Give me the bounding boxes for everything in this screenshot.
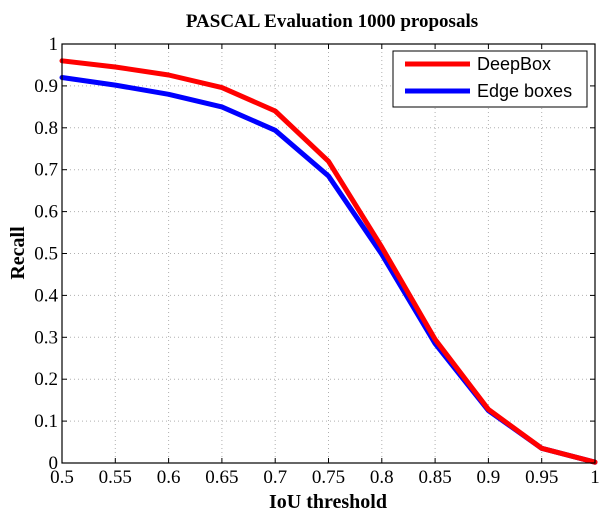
series-line-deepbox [59,58,598,465]
legend-label-edge-boxes: Edge boxes [477,81,572,101]
axis-ticks: 0.5 0.55 0.6 0.65 0.7 0.75 0.8 0.85 0.9 0.95 1 0 0.1… [34,34,600,488]
y-axis-title: Recall [7,226,29,280]
x-tick-label: 0.65 [205,467,238,488]
x-tick-label: 0.6 [157,467,181,488]
x-tick-label: 0.55 [99,467,132,488]
x-tick-label: 0.5 [50,467,74,488]
legend-label-deepbox: DeepBox [477,54,551,74]
y-tick-label: 0.8 [34,118,58,139]
y-tick-label: 0.5 [34,244,58,265]
y-tick-label: 0.9 [34,76,58,97]
x-axis-title: IoU threshold [269,491,387,513]
y-tick-label: 0.2 [34,369,58,390]
y-tick-label: 0.4 [34,285,58,306]
x-tick-label: 0.8 [370,467,394,488]
x-tick-label: 0.75 [312,467,345,488]
series-layer [59,58,598,465]
y-tick-label: 0.7 [34,160,58,181]
chart-title: PASCAL Evaluation 1000 proposals [186,11,478,32]
y-tick-label: 0 [49,453,59,474]
x-tick-label: 0.85 [418,467,451,488]
legend: DeepBox Edge boxes [392,50,588,108]
x-tick-label: 0.9 [477,467,501,488]
x-tick-label: 1 [590,467,600,488]
y-tick-label: 0.3 [34,327,58,348]
x-tick-label: 0.7 [263,467,287,488]
legend-box [392,50,588,108]
y-tick-label: 1 [49,34,59,55]
y-tick-label: 0.1 [34,411,58,432]
y-tick-label: 0.6 [34,202,58,223]
x-tick-label: 0.95 [525,467,558,488]
